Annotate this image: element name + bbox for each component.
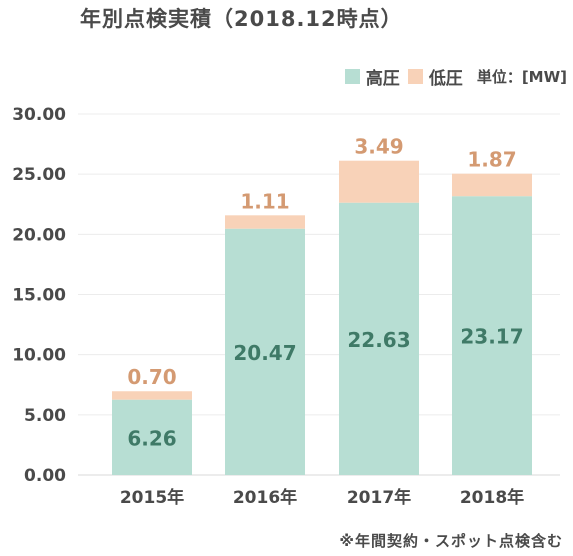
- x-tick-label: 2016年: [233, 487, 297, 508]
- bar-high-voltage: [225, 228, 305, 475]
- data-label-low-voltage: 1.87: [467, 148, 516, 172]
- legend-label-low-voltage: 低圧: [428, 69, 463, 89]
- data-label-high-voltage: 20.47: [233, 341, 296, 365]
- bar-low-voltage: [225, 215, 305, 229]
- y-tick-label: 5.00: [24, 406, 66, 426]
- legend-item-high-voltage: 高圧: [344, 64, 400, 89]
- unit-label: 単位：[MW]: [476, 68, 567, 86]
- chart-legend: 高圧 低圧 単位：[MW]: [344, 64, 567, 89]
- x-tick-label: 2015年: [120, 487, 184, 508]
- data-label-low-voltage: 0.70: [127, 365, 176, 389]
- chart-title: 年別点検実積（2018.12時点）: [80, 7, 403, 31]
- y-tick-label: 30.00: [12, 105, 66, 125]
- y-tick-label: 15.00: [12, 286, 66, 306]
- bar-low-voltage: [339, 160, 419, 203]
- bar-low-voltage: [112, 391, 192, 400]
- x-tick-label: 2017年: [347, 487, 411, 508]
- data-label-high-voltage: 6.26: [127, 426, 176, 450]
- data-label-high-voltage: 23.17: [460, 325, 523, 349]
- data-label-low-voltage: 3.49: [354, 135, 403, 159]
- legend-item-low-voltage: 低圧: [407, 64, 463, 89]
- bar-high-voltage: [339, 202, 419, 475]
- bar-high-voltage: [452, 196, 532, 475]
- bar-low-voltage: [452, 173, 532, 197]
- legend-swatch-high-voltage: [344, 69, 360, 84]
- footnote: ※年間契約・スポット点検含む: [339, 532, 563, 550]
- y-tick-label: 0.00: [24, 466, 66, 486]
- y-tick-label: 10.00: [12, 346, 66, 366]
- y-tick-label: 20.00: [12, 225, 66, 245]
- legend-label-high-voltage: 高圧: [365, 69, 400, 89]
- legend-swatch-low-voltage: [407, 69, 423, 84]
- x-tick-label: 2018年: [460, 487, 524, 508]
- data-label-high-voltage: 22.63: [347, 328, 410, 352]
- data-label-low-voltage: 1.11: [240, 189, 289, 213]
- bar-high-voltage: [112, 399, 192, 475]
- y-tick-label: 25.00: [12, 165, 66, 185]
